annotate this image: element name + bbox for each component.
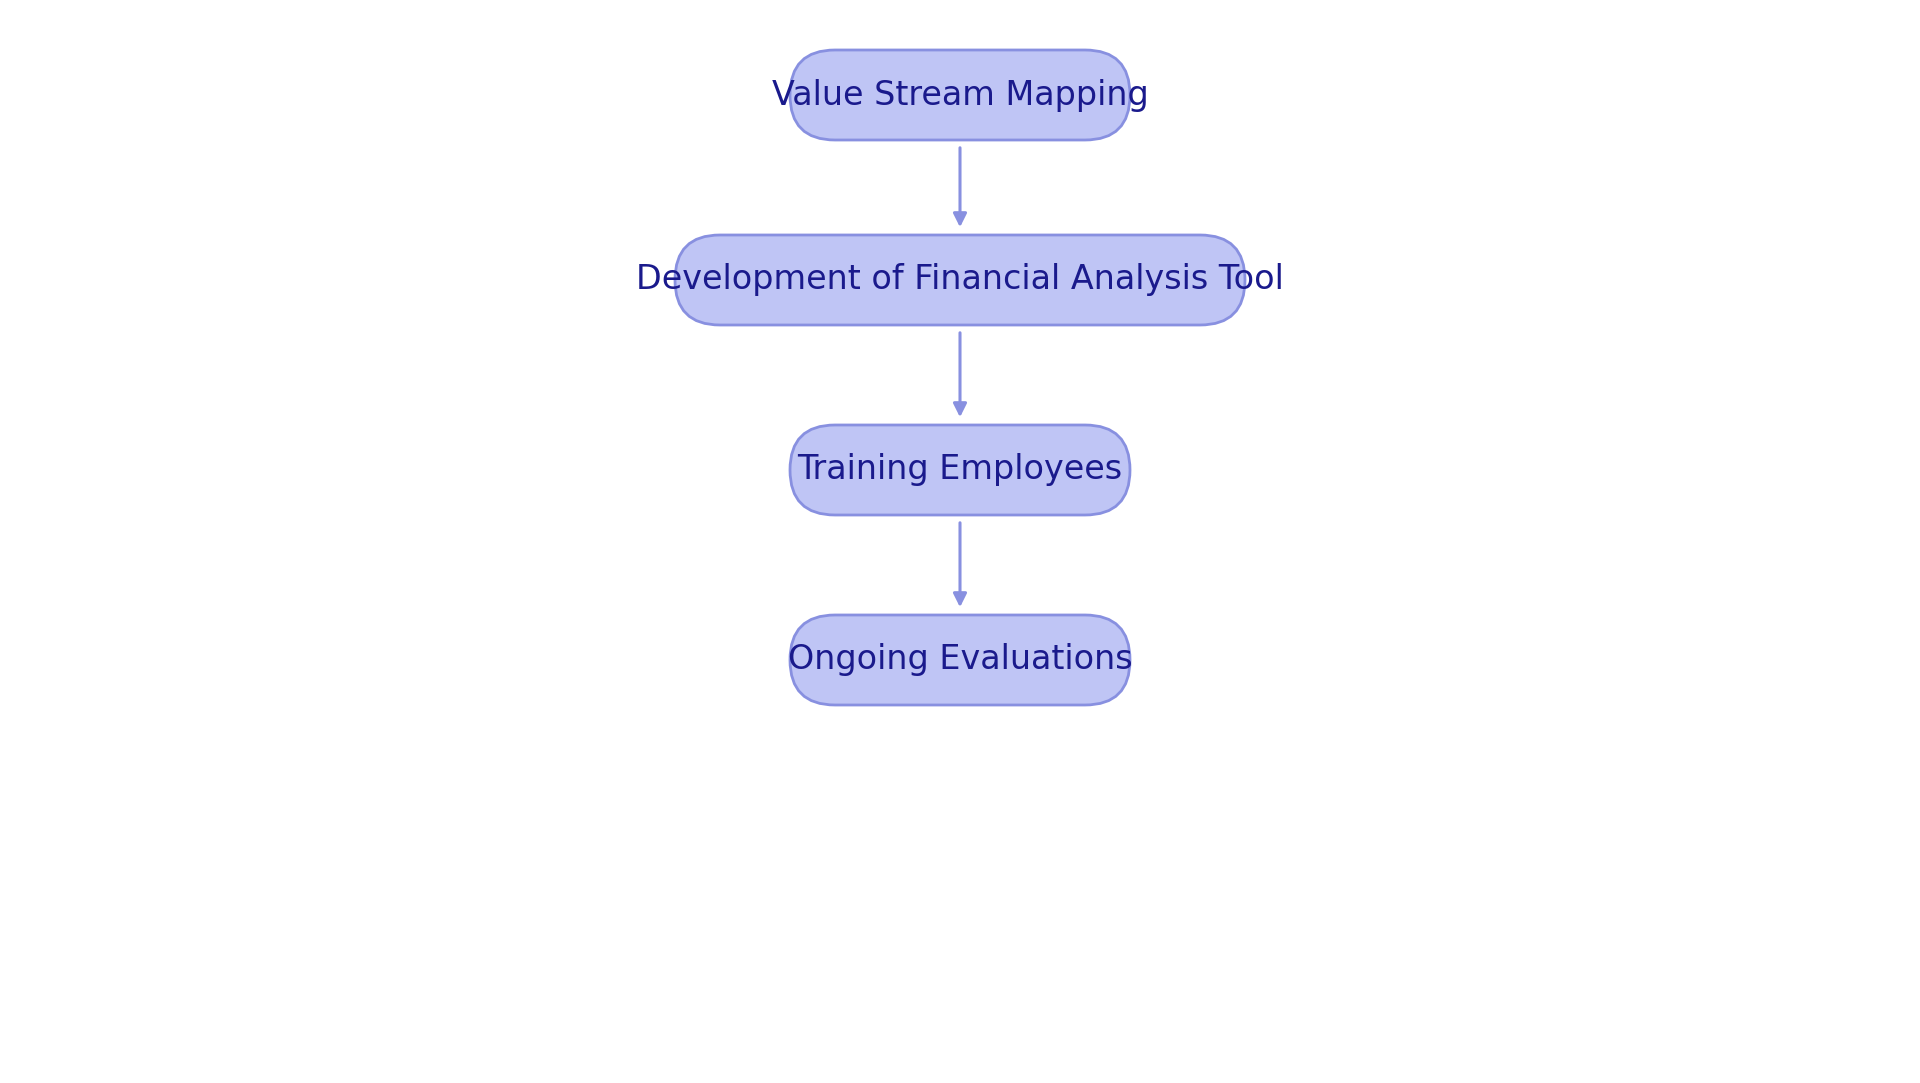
FancyBboxPatch shape [789, 425, 1131, 516]
Text: Training Employees: Training Employees [797, 454, 1123, 486]
Text: Value Stream Mapping: Value Stream Mapping [772, 78, 1148, 112]
FancyBboxPatch shape [789, 50, 1131, 140]
FancyBboxPatch shape [676, 235, 1244, 325]
Text: Ongoing Evaluations: Ongoing Evaluations [787, 643, 1133, 677]
Text: Development of Financial Analysis Tool: Development of Financial Analysis Tool [636, 263, 1284, 297]
FancyBboxPatch shape [789, 615, 1131, 705]
